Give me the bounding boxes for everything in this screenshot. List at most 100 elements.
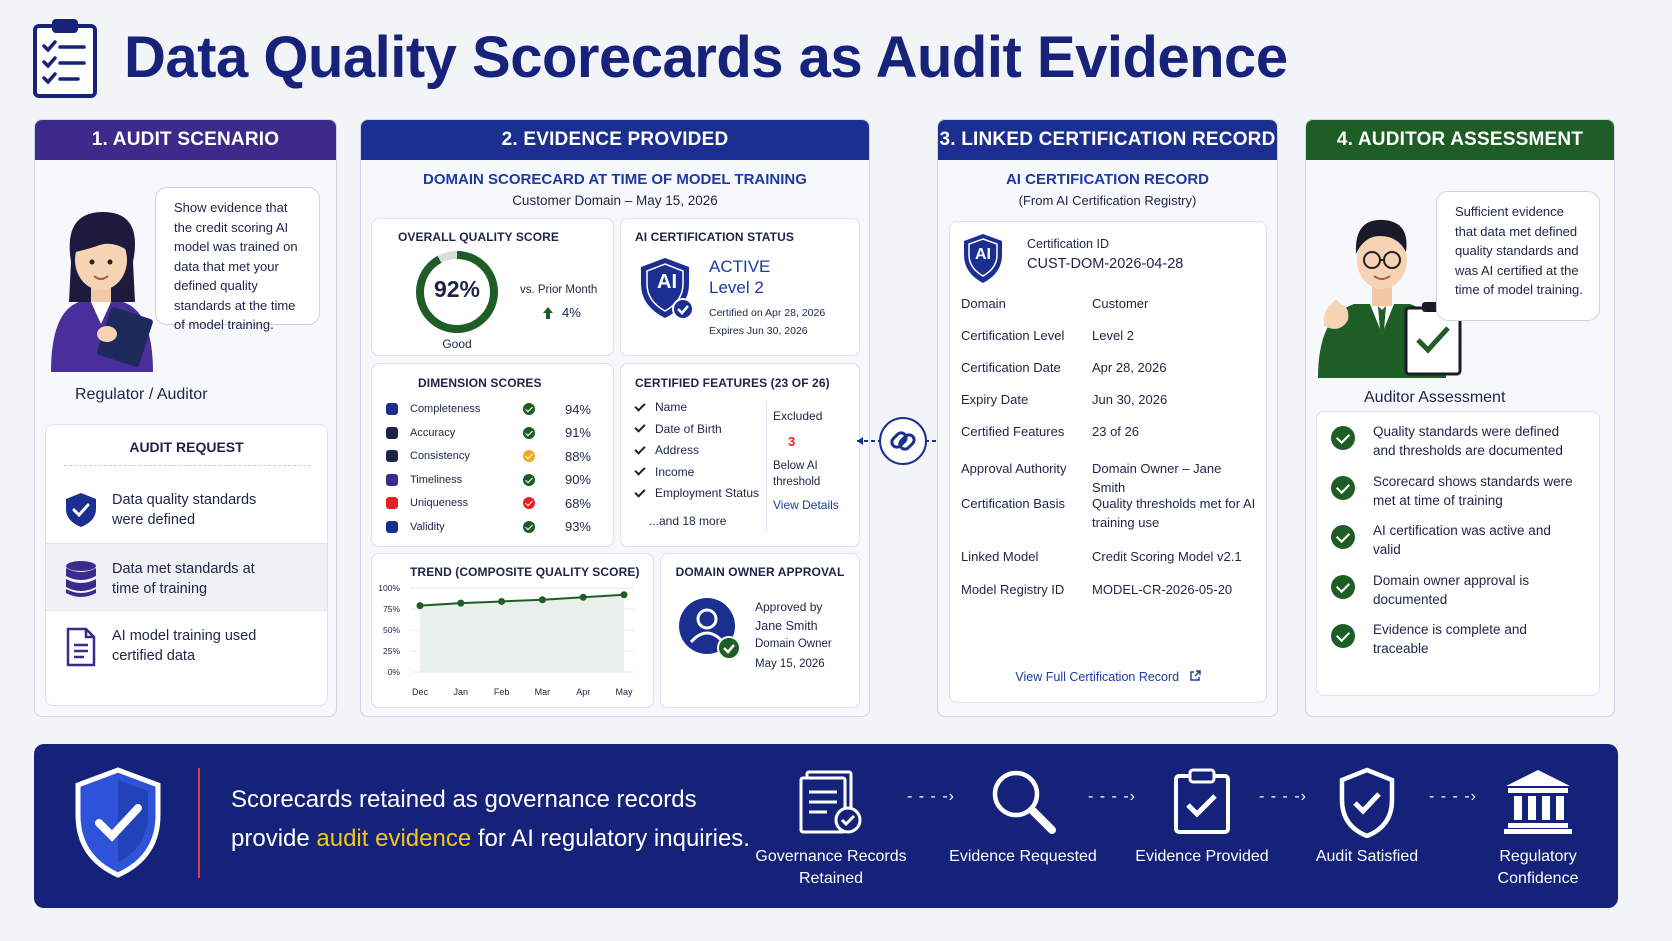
shield-check-icon	[66, 493, 96, 527]
ai-cert-status-title: AI CERTIFICATION STATUS	[635, 230, 794, 244]
trend-line	[419, 593, 625, 607]
x-tick-label: Apr	[576, 687, 590, 697]
overall-score-value: 92%	[433, 276, 481, 302]
request-row: Data quality standards were defined	[46, 475, 327, 543]
cert-field-label: Certification Basis	[961, 496, 1066, 511]
cert-field-label: Approval Authority	[961, 461, 1067, 476]
y-tick-label: 100%	[378, 583, 400, 593]
cert-field-label: Certified Features	[961, 424, 1065, 439]
cert-field-value: Level 2	[1092, 328, 1134, 343]
flow-label: Regulatory Confidence	[1497, 848, 1579, 887]
trend-point	[620, 591, 628, 599]
y-tick-label: 75%	[383, 604, 400, 614]
cert-field-value: Credit Scoring Model v2.1	[1092, 549, 1242, 564]
cert-field-value: MODEL-CR-2026-05-20	[1092, 582, 1233, 597]
assessment-text: AI certification was active and valid	[1373, 523, 1551, 557]
banner-text: Scorecards retained as governance record…	[231, 780, 751, 858]
dimension-icon	[386, 520, 398, 533]
cert-id-label: Certification ID	[1027, 237, 1109, 251]
dimension-row: Consistency 88%	[386, 445, 591, 467]
cert-expires: Expires Jun 30, 2026	[709, 325, 808, 337]
trend-card: TREND (COMPOSITE QUALITY SCORE) 100% 75% 5…	[371, 553, 654, 708]
certified-feature: Employment Status	[634, 485, 759, 500]
assessment-checklist-card: Quality standards were defined and thres…	[1316, 411, 1600, 696]
dimension-name: Accuracy	[410, 426, 456, 439]
view-full-cert-link[interactable]: View Full Certification Record	[950, 670, 1266, 684]
cert-field-value: Customer	[1092, 296, 1149, 311]
dimension-status-icon	[523, 497, 535, 509]
check-circle-icon	[1331, 624, 1355, 648]
cert-field-value: 23 of 26	[1092, 424, 1139, 439]
check-circle-icon	[1331, 475, 1355, 500]
check-icon	[634, 485, 646, 498]
check-icon	[634, 464, 646, 476]
header-clipboard-icon	[32, 16, 98, 98]
cert-field-label: Certification Level	[961, 328, 1065, 343]
assessment-item: Domain owner approval is documented	[1331, 571, 1573, 609]
assessment-text: Quality standards were defined and thres…	[1373, 424, 1563, 458]
external-link-icon[interactable]	[1189, 670, 1201, 682]
flow-arrow: - - - -›	[1429, 788, 1477, 805]
dimension-value: 93%	[564, 519, 591, 534]
ai-badge-text: AI	[975, 246, 991, 263]
dimension-icon	[386, 473, 398, 486]
more-features: ...and 18 more	[649, 514, 727, 528]
chain-link-icon	[890, 431, 916, 451]
view-full-cert-text[interactable]: View Full Certification Record	[1015, 670, 1180, 684]
certified-features-title: CERTIFIED FEATURES (23 OF 26)	[635, 376, 830, 390]
check-circle-icon	[1331, 525, 1355, 549]
assessment-item: AI certification was active and valid	[1331, 521, 1573, 559]
assessment-item: Scorecard shows standards were met at ti…	[1331, 472, 1573, 510]
dimension-name: Uniqueness	[410, 497, 469, 509]
dimension-value: 88%	[564, 448, 591, 464]
ai-shield-icon	[641, 258, 694, 320]
dimension-scores-title: DIMENSION SCORES	[418, 376, 542, 390]
audit-scenario-header: 1. AUDIT SCENARIO	[35, 120, 336, 160]
feature-name: Name	[655, 400, 688, 414]
trend-chart: 100% 75% 50% 25% 0% Dec Jan Feb Mar Apr May	[378, 583, 634, 697]
feature-name: Address	[655, 443, 700, 457]
x-tick-label: Jan	[454, 687, 469, 697]
flow-label: Evidence Provided	[1135, 848, 1269, 865]
cert-status-level: Level 2	[709, 278, 764, 297]
dimension-status-icon	[523, 450, 535, 462]
assessment-panel: 4. AUDITOR ASSESSMENT Sufficient evidenc…	[1305, 119, 1615, 717]
flow-label: Evidence Requested	[949, 848, 1097, 865]
check-icon	[634, 421, 646, 433]
arrow-up-icon	[543, 306, 553, 319]
check-circle-icon	[1331, 426, 1355, 450]
ai-badge-icon	[964, 234, 1002, 283]
view-details-link[interactable]: View Details	[773, 498, 839, 512]
page-title: Data Quality Scorecards as Audit Evidenc…	[124, 25, 1288, 90]
user-approved-icon	[679, 598, 741, 660]
shield-check-icon	[75, 767, 161, 878]
dimension-name: Validity	[410, 520, 445, 533]
assessment-persona: Auditor Assessment	[1364, 389, 1506, 406]
audit-request-card: AUDIT REQUEST Data quality standards wer…	[45, 424, 328, 706]
request-row: AI model training used certified data	[46, 611, 327, 679]
request-label: Data met standards at time of training	[112, 561, 255, 597]
overall-score-rating: Good	[442, 337, 472, 351]
ai-cert-status-card: AI CERTIFICATION STATUS AI ACTIVE Level …	[620, 218, 860, 356]
certified-feature: Address	[634, 442, 700, 457]
x-tick-label: Mar	[535, 687, 551, 697]
dimension-value: 68%	[564, 495, 591, 511]
delta-value: 4%	[562, 305, 581, 320]
dimension-name: Completeness	[410, 403, 481, 415]
certified-feature: Income	[634, 464, 694, 479]
cert-field-label: Expiry Date	[961, 392, 1029, 407]
cert-field-value: Domain Owner – Jane Smith	[1092, 461, 1222, 495]
flow-arrow: - - - -›	[907, 788, 955, 805]
approval-line3: Domain Owner	[755, 638, 832, 650]
trend-point	[538, 596, 546, 604]
dimension-icon	[386, 497, 398, 509]
check-icon	[634, 399, 646, 412]
evidence-domain-date: Customer Domain – May 15, 2026	[512, 193, 718, 208]
cert-field-label: Domain	[961, 296, 1006, 311]
cert-certified-on: Certified on Apr 28, 2026	[709, 307, 826, 319]
magnifier-icon	[992, 770, 1056, 834]
overall-score-card: OVERALL QUALITY SCORE 92% Good vs. Prior…	[371, 218, 614, 356]
excluded-reason: Below AI threshold	[773, 460, 821, 488]
dimension-status-icon	[523, 520, 535, 533]
check-circle-icon	[1331, 574, 1355, 599]
